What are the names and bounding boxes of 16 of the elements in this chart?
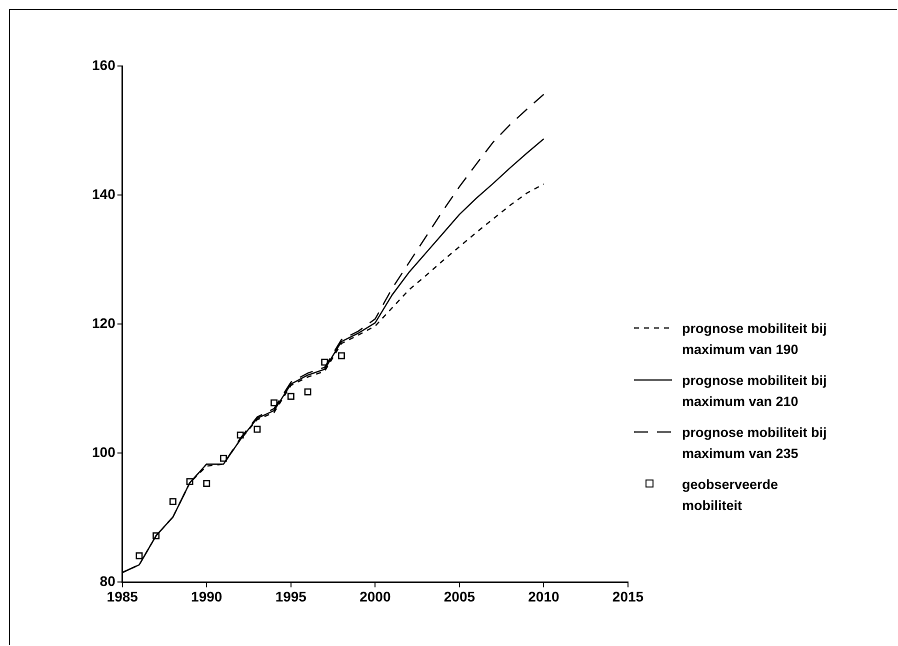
x-tick-label: 1985: [106, 588, 138, 604]
legend-label: geobserveerde mobiliteit: [682, 476, 780, 515]
x-tick-label: 2015: [612, 588, 644, 604]
y-tick-label: 140: [92, 186, 116, 202]
y-tick-label: 100: [92, 444, 116, 460]
x-tick-label: 2010: [528, 588, 560, 604]
x-tick-label: 2005: [444, 588, 476, 604]
y-tick-label: 160: [92, 56, 116, 73]
y-tick-label: 120: [92, 314, 116, 331]
x-tick-label: 1990: [191, 588, 222, 604]
x-tick-label: 1995: [275, 588, 307, 604]
y-tick-label: 80: [100, 573, 116, 590]
legend-label: prognose mobiliteit bij maximum van 190: [682, 320, 828, 359]
legend-label: prognose mobiliteit bij maximum van 235: [682, 424, 828, 463]
x-tick-label: 2000: [360, 588, 391, 604]
legend-label: prognose mobiliteit bij maximum van 210: [682, 372, 828, 411]
